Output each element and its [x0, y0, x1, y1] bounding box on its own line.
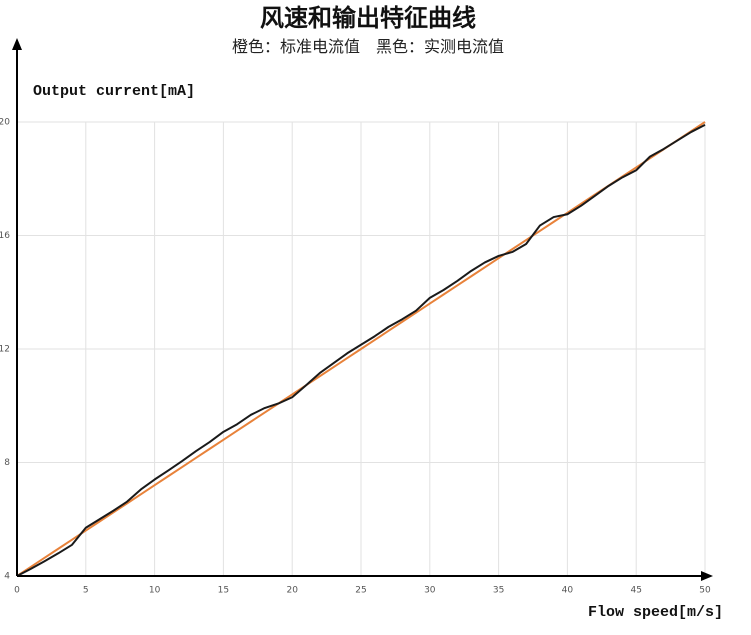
x-tick-label: 15: [218, 586, 229, 596]
y-axis-arrow: [12, 38, 22, 50]
x-tick-label: 40: [562, 586, 574, 596]
x-tick-label: 50: [699, 586, 711, 596]
y-axis-label: Output current[mA]: [33, 83, 195, 100]
series-line: [16, 123, 706, 577]
x-tick-label: 10: [149, 586, 161, 596]
y-tick-label: 4: [4, 572, 10, 582]
chart-title: 风速和输出特征曲线: [260, 3, 476, 32]
x-axis-arrow: [701, 571, 713, 581]
y-tick-label: 8: [4, 458, 10, 468]
x-tick-label: 45: [630, 586, 641, 596]
series-line: [16, 121, 706, 577]
y-tick-label: 12: [0, 345, 10, 355]
chart-subtitle: 橙色：标准电流值 黑色：实测电流值: [232, 37, 504, 56]
x-tick-label: 0: [14, 586, 20, 596]
y-tick-label: 20: [0, 118, 10, 128]
x-tick-label: 35: [493, 586, 504, 596]
x-tick-label: 20: [286, 586, 298, 596]
plot: [16, 121, 706, 577]
x-tick-label: 30: [424, 586, 436, 596]
x-tick-label: 25: [355, 586, 366, 596]
x-tick-label: 5: [83, 586, 89, 596]
y-tick-label: 16: [0, 231, 10, 241]
x-axis-label: Flow speed[m/s]: [588, 604, 723, 621]
